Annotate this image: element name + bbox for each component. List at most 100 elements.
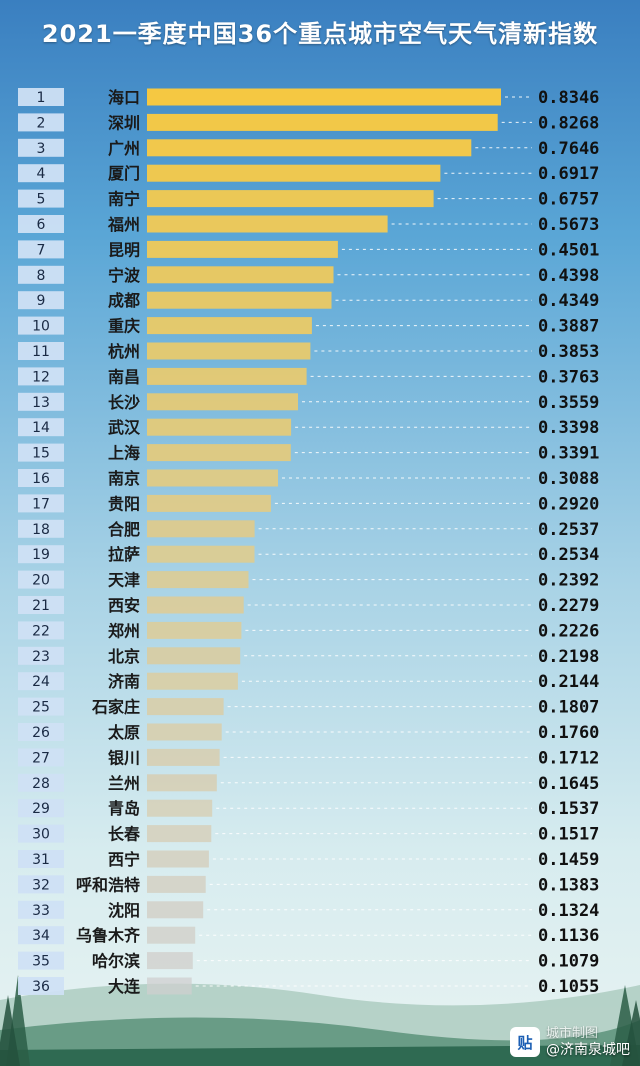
rank-label: 13: [32, 395, 50, 411]
rank-box: [18, 977, 64, 995]
city-label: 贵阳: [108, 494, 140, 513]
city-label: 宁波: [108, 266, 141, 285]
city-label: 海口: [108, 88, 140, 107]
city-label: 沈阳: [108, 901, 140, 920]
rank-label: 23: [32, 649, 50, 665]
bar: [147, 393, 298, 411]
city-label: 长沙: [108, 393, 140, 412]
value-label: 0.1517: [538, 825, 599, 845]
rank-label: 3: [37, 141, 46, 157]
city-label: 广州: [108, 139, 140, 158]
watermark-forum: @济南泉城吧: [546, 1042, 630, 1058]
value-label: 0.1459: [538, 850, 599, 870]
city-label: 石家庄: [91, 698, 140, 717]
rank-box: [18, 850, 64, 868]
rank-label: 8: [37, 268, 46, 284]
rank-box: [18, 291, 64, 310]
city-label: 合肥: [108, 520, 140, 539]
value-label: 0.2279: [538, 596, 599, 616]
bar: [147, 215, 388, 233]
rank-label: 2: [37, 115, 46, 131]
city-label: 拉萨: [108, 545, 140, 564]
rank-box: [18, 875, 64, 894]
rank-label: 29: [32, 801, 50, 817]
rank-label: 26: [32, 725, 50, 741]
rank-box: [18, 672, 64, 691]
rank-label: 16: [32, 471, 50, 487]
rank-box: [18, 138, 64, 157]
value-label: 0.1383: [538, 875, 599, 895]
city-label: 乌鲁木齐: [76, 926, 141, 945]
bar: [147, 240, 338, 258]
rank-box: [18, 951, 64, 970]
rank-label: 24: [32, 674, 50, 690]
city-label: 天津: [108, 571, 140, 590]
rank-box: [18, 342, 64, 360]
value-label: 0.2537: [538, 520, 599, 540]
rank-box: [18, 113, 64, 132]
rank-label: 22: [32, 623, 50, 639]
rank-label: 11: [32, 344, 50, 360]
bar: [147, 571, 249, 589]
rank-label: 35: [32, 954, 50, 970]
watermark-credit: 城市制图: [546, 1026, 599, 1041]
rank-box: [18, 773, 64, 792]
rank-box: [18, 443, 64, 462]
value-label: 0.3088: [538, 469, 599, 489]
value-label: 0.1055: [538, 977, 599, 997]
value-label: 0.1760: [538, 723, 599, 743]
bar: [147, 444, 291, 462]
value-label: 0.3398: [538, 418, 599, 438]
bar: [147, 621, 242, 639]
city-label: 郑州: [108, 621, 140, 640]
rank-label: 30: [32, 827, 50, 843]
city-label: 长春: [108, 825, 141, 844]
rank-label: 6: [37, 217, 46, 233]
value-label: 0.6917: [538, 164, 599, 184]
rank-label: 17: [32, 496, 50, 512]
value-label: 0.1645: [538, 774, 599, 794]
bar: [147, 977, 192, 995]
rank-label: 5: [37, 192, 46, 208]
value-label: 0.2226: [538, 621, 599, 641]
value-label: 0.8268: [538, 113, 599, 133]
bar: [147, 926, 196, 944]
value-label: 0.6757: [538, 190, 599, 210]
rank-box: [18, 494, 64, 513]
rank-box: [18, 164, 64, 183]
city-label: 重庆: [108, 317, 140, 336]
rank-label: 28: [32, 776, 50, 792]
bar: [147, 850, 209, 868]
city-label: 成都: [108, 291, 140, 310]
bar: [147, 291, 332, 309]
rank-box: [18, 469, 64, 487]
rank-box: [18, 723, 64, 741]
city-label: 青岛: [108, 799, 140, 818]
bar: [147, 647, 241, 665]
value-label: 0.2144: [538, 672, 599, 692]
bar: [147, 545, 255, 563]
city-label: 杭州: [108, 342, 140, 361]
rank-label: 34: [32, 928, 50, 944]
rank-box: [18, 900, 64, 919]
rank-box: [18, 215, 64, 233]
city-label: 南宁: [108, 190, 140, 209]
rank-box: [18, 545, 64, 564]
city-label: 呼和浩特: [76, 875, 140, 894]
chart-title: 2021一季度中国36个重点城市空气天气清新指数: [41, 20, 599, 48]
value-label: 0.3391: [538, 444, 599, 464]
city-label: 昆明: [108, 240, 140, 259]
rank-label: 12: [32, 369, 50, 385]
city-label: 上海: [108, 444, 140, 463]
rank-label: 33: [32, 903, 50, 919]
value-label: 0.1136: [538, 926, 599, 946]
bar: [147, 952, 193, 970]
value-label: 0.1537: [538, 799, 599, 819]
bar: [147, 520, 255, 538]
bar: [147, 494, 271, 512]
value-label: 0.2392: [538, 571, 599, 591]
bar: [147, 164, 441, 182]
rank-box: [18, 596, 64, 614]
rank-label: 9: [37, 293, 46, 309]
bar: [147, 139, 472, 157]
